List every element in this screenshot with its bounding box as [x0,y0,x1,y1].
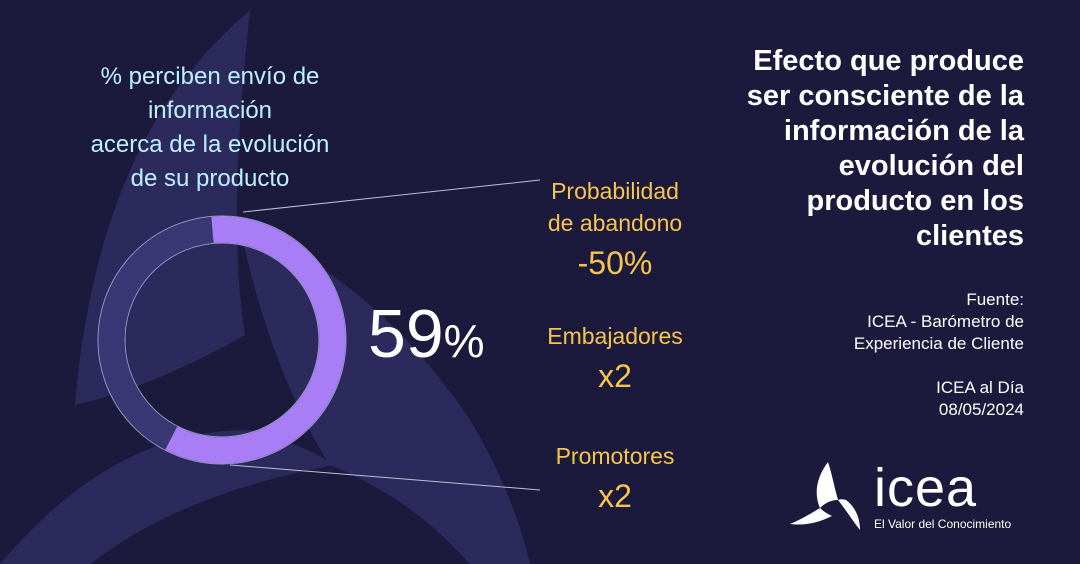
center-value-unit: % [443,315,485,367]
stat-label-line: Promotores [555,443,675,469]
stat-label-line: de abandono [547,210,683,236]
source-line-1: Fuente: [966,290,1024,309]
headline-line-6: clientes [916,220,1024,252]
stat-value: x2 [598,358,632,394]
source-line-2: ICEA - Barómetro de [867,312,1024,331]
center-value-number: 59 [368,296,444,372]
headline: Efecto que produce ser consciente de la … [684,44,1024,254]
headline-line-4: evolución del [838,150,1024,182]
caption-line-4: de su producto [130,165,290,192]
donut-center-value: 59% [368,296,485,379]
caption-line-2: información [147,97,273,124]
publication-date: 08/05/2024 [938,400,1024,419]
headline-line-1: Efecto que produce [753,45,1024,77]
donut-inner-edge [124,242,320,438]
donut-caption: % perciben envío de información acerca d… [60,60,360,196]
logo-tagline: El Valor del Conocimiento [874,517,1012,531]
source-line-3: Experiencia de Cliente [853,334,1024,353]
headline-line-3: información de la [783,115,1024,147]
donut-outer-edge [97,215,347,465]
publication-name: ICEA al Día [936,378,1024,397]
stat-abandono: Probabilidad de abandono -50% [520,175,710,285]
callout-line-bottom [229,464,541,491]
headline-line-2: ser consciente de la [746,80,1024,112]
logo-wordmark: icea [874,458,978,518]
stat-promotores: Promotores x2 [520,440,710,518]
source-block: Fuente: ICEA - Barómetro de Experiencia … [764,289,1024,421]
icea-triskelion-icon [790,462,860,530]
donut-slice-perciben [165,216,346,464]
callout-line-top [242,179,541,213]
stat-value: x2 [598,478,632,514]
stat-value: -50% [577,245,653,281]
stat-label-line: Probabilidad [551,178,679,204]
caption-line-1: % perciben envío de [100,63,320,90]
donut-slice-rest [98,216,214,450]
stat-label-line: Embajadores [547,323,683,349]
headline-line-5: producto en los [806,185,1025,217]
stat-embajadores: Embajadores x2 [520,320,710,398]
icea-logo: icea El Valor del Conocimiento [790,458,1040,538]
caption-line-3: acerca de la evolución [90,131,330,158]
